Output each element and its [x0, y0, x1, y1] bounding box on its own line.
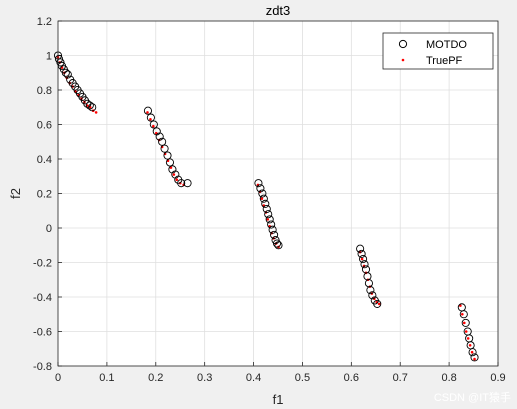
truepf-point — [473, 357, 476, 361]
motdo-point — [356, 244, 365, 253]
y-tick-label: 1 — [46, 51, 52, 63]
y-tick-label: 0.2 — [37, 189, 52, 201]
x-axis-label: f1 — [273, 392, 284, 407]
motdo-point — [254, 179, 263, 188]
motdo-series — [53, 51, 479, 362]
motdo-point — [85, 101, 94, 110]
motdo-point — [177, 179, 186, 188]
y-tick-label: -0.4 — [33, 292, 52, 304]
motdo-point — [470, 353, 479, 362]
motdo-point — [63, 70, 72, 79]
legend-marker-motdo — [398, 39, 408, 49]
truepf-point — [464, 330, 468, 333]
y-axis-label: f2 — [8, 188, 23, 199]
motdo-point — [267, 220, 276, 229]
motdo-point — [357, 249, 366, 258]
truepf-point — [470, 350, 474, 354]
y-tick-labels: -0.8 -0.6 -0.4 -0.2 0 0.2 0.4 0.6 0.8 1 1.2 — [33, 16, 52, 373]
motdo-point — [61, 68, 70, 77]
x-tick-label: 0.6 — [344, 372, 359, 384]
chart-title: zdt3 — [266, 3, 291, 18]
legend: MOTDO TruePF — [382, 32, 494, 70]
motdo-point — [359, 254, 368, 264]
motdo-point — [468, 348, 477, 357]
y-tick-label: 0.6 — [37, 120, 52, 132]
motdo-point — [270, 230, 279, 239]
truepf-point — [459, 304, 462, 307]
truepf-point — [466, 337, 470, 340]
motdo-point — [360, 260, 369, 269]
watermark: CSDN @IT猿手 — [433, 392, 511, 404]
motdo-point — [56, 58, 65, 67]
motdo-point — [373, 299, 382, 308]
truepf-point — [94, 111, 98, 114]
y-tick-label: -0.2 — [33, 258, 52, 270]
motdo-point — [264, 210, 273, 219]
motdo-point — [54, 54, 64, 64]
truepf-point — [149, 118, 152, 121]
truepf-point — [86, 104, 89, 107]
y-tick-label: 0 — [46, 223, 52, 235]
x-tick-label: 0.4 — [246, 372, 261, 384]
legend-box — [382, 32, 494, 70]
motdo-point — [262, 204, 271, 214]
legend-label-motdo: MOTDO — [426, 39, 467, 51]
x-tick-label: 0.8 — [441, 372, 456, 384]
truepf-point — [462, 321, 466, 325]
x-tick-label: 0.7 — [393, 372, 408, 384]
motdo-point — [143, 106, 153, 115]
x-tick-label: 0.5 — [295, 372, 310, 384]
motdo-point — [272, 239, 282, 248]
motdo-point — [165, 158, 175, 167]
legend-marker-truepf — [401, 58, 405, 62]
truepf-point — [360, 257, 364, 261]
x-tick-label: 0.2 — [148, 372, 163, 384]
plot-frame — [57, 20, 499, 367]
truepf-point — [377, 302, 381, 306]
legend-label-truepf: TruePF — [426, 55, 463, 67]
motdo-point — [368, 291, 377, 300]
y-tick-label: 0.8 — [37, 85, 52, 97]
motdo-point — [155, 132, 164, 141]
motdo-point — [158, 137, 167, 146]
motdo-point — [366, 286, 375, 295]
y-tick-label: -0.8 — [33, 361, 52, 373]
x-tick-label: 0.1 — [99, 372, 114, 384]
x-tick-labels: 0 0.1 0.2 0.3 0.4 0.5 0.6 0.7 0.8 0.9 — [55, 372, 506, 384]
y-tick-label: 0.4 — [37, 154, 52, 166]
motdo-point — [261, 199, 270, 208]
motdo-point — [459, 310, 468, 319]
truepf-point — [260, 197, 264, 200]
y-tick-label: -0.6 — [33, 327, 52, 339]
motdo-point — [274, 241, 283, 250]
truepf-point — [152, 124, 155, 128]
x-tick-label: 0 — [55, 372, 61, 384]
truepf-point — [461, 312, 464, 316]
y-tick-label: 1.2 — [37, 16, 52, 28]
motdo-point — [259, 194, 268, 203]
truepf-point — [169, 166, 173, 169]
motdo-point — [258, 189, 267, 198]
motdo-point — [461, 318, 470, 327]
truepf-point — [468, 344, 472, 347]
motdo-point — [256, 184, 265, 193]
motdo-point — [88, 103, 97, 112]
motdo-point — [149, 120, 158, 129]
motdo-point — [160, 144, 169, 153]
motdo-point — [183, 179, 192, 188]
motdo-point — [265, 215, 274, 224]
truepf-point — [172, 173, 176, 176]
x-tick-label: 0.9 — [490, 372, 505, 384]
motdo-point — [268, 225, 277, 234]
x-tick-label: 0.3 — [197, 372, 212, 384]
motdo-point — [146, 113, 155, 122]
truepf-point — [175, 178, 179, 181]
truepf-point — [266, 218, 270, 221]
motdo-point — [163, 151, 172, 160]
truepf-point — [146, 111, 149, 114]
